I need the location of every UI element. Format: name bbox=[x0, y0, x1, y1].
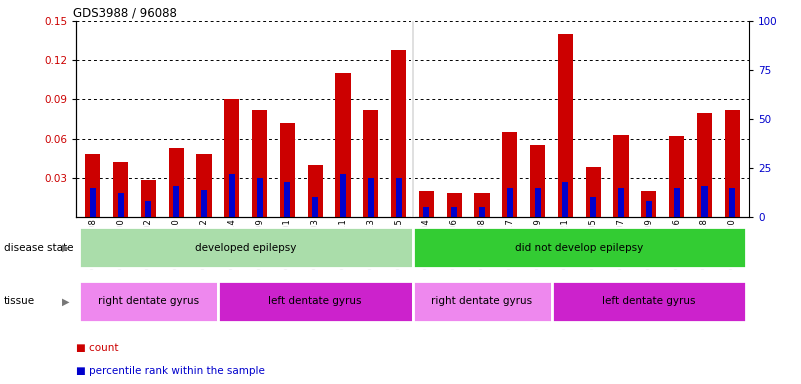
Bar bbox=[424, 207, 429, 217]
Bar bbox=[507, 188, 513, 217]
Bar bbox=[451, 207, 457, 217]
Bar bbox=[618, 188, 624, 217]
Bar bbox=[419, 191, 434, 217]
Bar bbox=[252, 110, 268, 217]
Bar bbox=[447, 194, 462, 217]
Bar bbox=[85, 154, 100, 217]
Bar bbox=[201, 190, 207, 217]
Bar bbox=[534, 188, 541, 217]
Bar bbox=[413, 227, 747, 268]
Bar bbox=[562, 182, 569, 217]
Bar bbox=[702, 185, 707, 217]
Bar bbox=[729, 188, 735, 217]
Bar bbox=[502, 132, 517, 217]
Bar bbox=[340, 174, 346, 217]
Text: ■ count: ■ count bbox=[76, 343, 119, 353]
Text: GDS3988 / 96088: GDS3988 / 96088 bbox=[73, 7, 176, 20]
Text: disease state: disease state bbox=[4, 243, 74, 253]
Bar bbox=[118, 194, 123, 217]
Bar bbox=[614, 135, 629, 217]
Bar bbox=[312, 197, 318, 217]
Bar bbox=[113, 162, 128, 217]
Bar bbox=[641, 191, 657, 217]
Text: developed epilepsy: developed epilepsy bbox=[195, 243, 296, 253]
Bar bbox=[284, 182, 291, 217]
Text: left dentate gyrus: left dentate gyrus bbox=[268, 296, 362, 306]
Bar bbox=[646, 201, 652, 217]
Text: tissue: tissue bbox=[4, 296, 35, 306]
Bar bbox=[141, 180, 156, 217]
Bar bbox=[308, 165, 323, 217]
Bar bbox=[697, 113, 712, 217]
Bar bbox=[168, 148, 184, 217]
Text: ▶: ▶ bbox=[62, 243, 70, 253]
Bar bbox=[173, 185, 179, 217]
Text: did not develop epilepsy: did not develop epilepsy bbox=[515, 243, 643, 253]
Bar bbox=[552, 281, 747, 322]
Text: right dentate gyrus: right dentate gyrus bbox=[432, 296, 533, 306]
Bar bbox=[479, 207, 485, 217]
Bar bbox=[669, 136, 684, 217]
Bar bbox=[145, 201, 151, 217]
Bar bbox=[363, 110, 378, 217]
Bar bbox=[391, 50, 406, 217]
Bar bbox=[590, 197, 596, 217]
Text: right dentate gyrus: right dentate gyrus bbox=[98, 296, 199, 306]
Bar bbox=[725, 110, 740, 217]
Bar bbox=[413, 281, 552, 322]
Bar bbox=[196, 154, 211, 217]
Bar bbox=[674, 188, 680, 217]
Text: left dentate gyrus: left dentate gyrus bbox=[602, 296, 695, 306]
Bar bbox=[90, 188, 96, 217]
Bar bbox=[396, 178, 401, 217]
Bar bbox=[368, 178, 374, 217]
Bar bbox=[78, 227, 413, 268]
Bar bbox=[530, 145, 545, 217]
Bar bbox=[280, 123, 295, 217]
Bar bbox=[218, 281, 413, 322]
Bar bbox=[78, 281, 218, 322]
Bar bbox=[336, 73, 351, 217]
Bar bbox=[229, 174, 235, 217]
Text: ■ percentile rank within the sample: ■ percentile rank within the sample bbox=[76, 366, 265, 376]
Bar bbox=[256, 178, 263, 217]
Bar bbox=[224, 99, 239, 217]
Bar bbox=[586, 167, 601, 217]
Bar bbox=[474, 194, 489, 217]
Text: ▶: ▶ bbox=[62, 296, 70, 306]
Bar bbox=[557, 34, 573, 217]
